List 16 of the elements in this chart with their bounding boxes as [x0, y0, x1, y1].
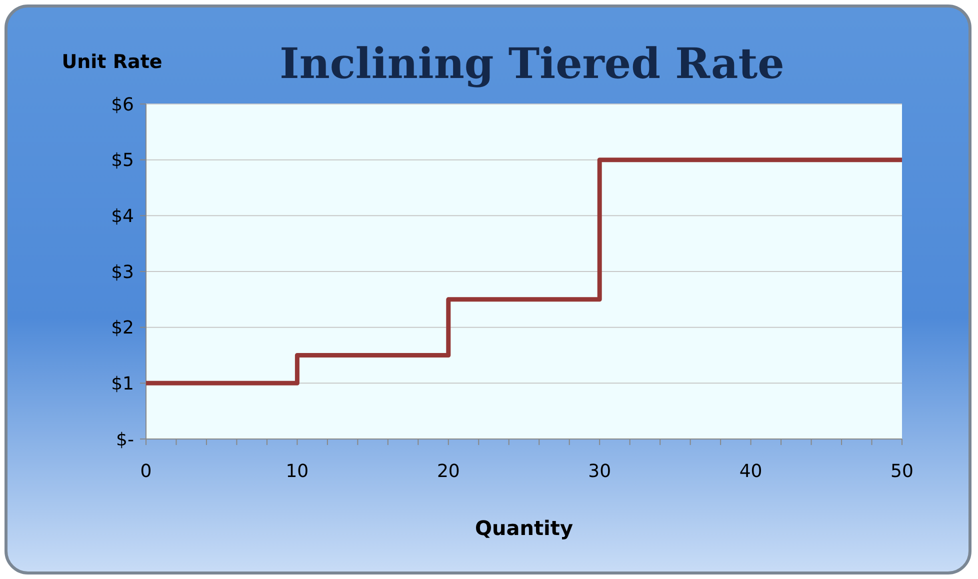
y-axis-title: Unit Rate — [62, 51, 162, 73]
y-tick-label: $3 — [111, 262, 134, 283]
y-tick-label: $6 — [111, 94, 134, 116]
x-tick-label: 0 — [140, 461, 152, 482]
x-axis-title: Quantity — [475, 516, 573, 540]
y-tick-label: $1 — [111, 373, 134, 394]
chart-title: Inclining Tiered Rate — [280, 39, 784, 88]
x-tick-label: 30 — [588, 461, 612, 482]
x-tick-label: 20 — [436, 461, 460, 482]
x-tick-label: 10 — [286, 461, 309, 482]
y-tick-label: $5 — [111, 150, 134, 172]
y-tick-label: $4 — [111, 206, 134, 227]
x-tick-label: 50 — [890, 461, 914, 482]
y-tick-label: $2 — [111, 318, 134, 339]
y-tick-label: $- — [116, 429, 134, 450]
x-tick-label: 40 — [739, 461, 762, 482]
